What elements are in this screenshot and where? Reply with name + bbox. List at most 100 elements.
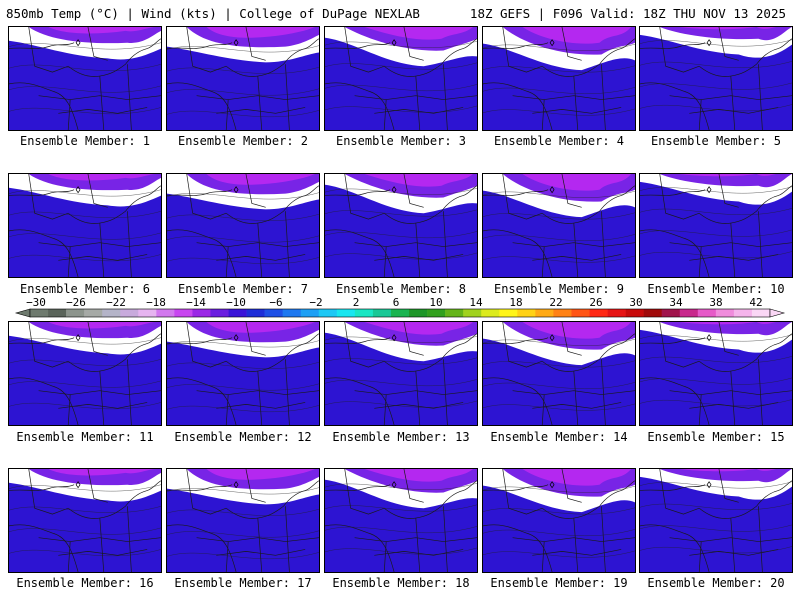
- wind-streamline: [167, 66, 319, 74]
- wind-streamline: [325, 187, 477, 195]
- state-border-line: [689, 549, 779, 556]
- colorbar-right-arrow: [769, 308, 786, 318]
- temp-contour-magenta: [522, 174, 632, 191]
- wind-streamline: [9, 337, 161, 345]
- state-border-line: [441, 480, 477, 507]
- wind-streamline: [483, 212, 635, 220]
- colorbar-swatch: [372, 309, 392, 317]
- state-border-line: [125, 480, 161, 507]
- state-border-line: [9, 229, 79, 277]
- state-border-line: [67, 99, 71, 130]
- state-border-line: [640, 42, 706, 49]
- state-border-line: [383, 394, 387, 425]
- wind-streamline: [325, 504, 477, 512]
- temp-contour-violet: [659, 322, 792, 336]
- state-border-line: [186, 322, 227, 368]
- ensemble-member-caption: Ensemble Member: 16: [16, 576, 154, 590]
- state-border-line: [127, 359, 132, 425]
- state-border-line: [374, 107, 464, 114]
- state-border-line: [344, 27, 385, 73]
- colorbar-swatch: [102, 309, 121, 317]
- state-border-line: [283, 38, 319, 65]
- colorbar-swatch: [228, 309, 247, 317]
- state-border-line: [502, 469, 543, 515]
- wind-streamline: [325, 62, 477, 70]
- state-border-line: [699, 506, 757, 519]
- ensemble-map-panel: [8, 321, 162, 426]
- wind-streamline: [640, 546, 792, 554]
- temp-contour-deep-blue: [640, 34, 792, 130]
- state-border-line: [542, 359, 600, 372]
- diamond-marker-icon: [233, 186, 239, 194]
- state-border-line: [599, 480, 635, 507]
- colorbar-swatch: [156, 309, 175, 317]
- temp-contour-magenta: [48, 322, 158, 329]
- state-border-line: [758, 506, 763, 572]
- state-border-line: [167, 42, 233, 49]
- wind-streamline: [325, 231, 477, 239]
- wind-streamline: [9, 42, 161, 50]
- colorbar-swatch: [571, 309, 590, 317]
- state-border-line: [483, 337, 549, 344]
- ensemble-map-panel: [324, 468, 478, 573]
- state-border-line: [689, 107, 779, 114]
- state-border-line: [68, 359, 126, 372]
- colorbar-swatch: [354, 309, 374, 317]
- wind-streamline: [9, 254, 161, 262]
- wind-streamline: [325, 379, 477, 387]
- ensemble-map-panel: [639, 321, 793, 426]
- ensemble-member-caption: Ensemble Member: 1: [19, 134, 151, 148]
- wind-streamline: [640, 399, 792, 407]
- ensemble-member-caption: Ensemble Member: 4: [493, 134, 625, 148]
- state-border-line: [758, 211, 763, 277]
- temp-contour-magenta: [522, 27, 632, 44]
- state-border-line: [601, 64, 606, 130]
- state-border-line: [28, 27, 69, 73]
- colorbar-swatch: [264, 309, 283, 317]
- state-border-line: [532, 107, 622, 114]
- ensemble-member-caption: Ensemble Member: 15: [647, 430, 785, 444]
- state-border-line: [689, 402, 779, 409]
- state-border-line: [245, 322, 266, 356]
- state-border-line: [758, 359, 763, 425]
- ensemble-map: [325, 322, 477, 425]
- state-border-line: [532, 402, 622, 409]
- colorbar-swatch: [138, 309, 157, 317]
- ensemble-map-panel: [639, 173, 793, 278]
- state-border-line: [601, 359, 606, 425]
- ensemble-member-caption: Ensemble Member: 8: [335, 282, 467, 296]
- ensemble-map-panel: [166, 321, 320, 426]
- state-border-line: [415, 76, 421, 130]
- ensemble-map-panel: [166, 26, 320, 131]
- wind-streamline: [9, 211, 161, 218]
- state-border-line: [512, 537, 635, 542]
- state-border-line: [541, 246, 545, 277]
- temp-contour-deep-blue: [640, 329, 792, 425]
- state-border-line: [756, 38, 792, 65]
- ensemble-map: [167, 322, 319, 425]
- state-border-line: [640, 377, 710, 425]
- wind-streamline: [640, 334, 792, 342]
- wind-streamline: [167, 487, 319, 495]
- colorbar-tick-label: −14: [186, 296, 206, 309]
- wind-streamline: [167, 110, 319, 118]
- wind-streamline: [325, 209, 477, 217]
- ensemble-map: [640, 322, 792, 425]
- ensemble-map-panel: [482, 468, 636, 573]
- state-border-line: [99, 371, 105, 425]
- state-border-line: [718, 174, 739, 208]
- diamond-marker-icon: [549, 334, 555, 342]
- wind-streamline: [640, 104, 792, 112]
- wind-streamline: [9, 107, 161, 115]
- colorbar-swatch: [697, 309, 717, 317]
- state-border-line: [640, 337, 706, 344]
- wind-streamline: [325, 335, 477, 343]
- colorbar-swatch: [643, 309, 663, 317]
- colorbar-swatch: [589, 309, 608, 317]
- diamond-marker-icon: [75, 186, 81, 194]
- state-border-line: [512, 242, 635, 247]
- wind-streamline: [640, 524, 792, 532]
- colorbar-tick-label: −2: [309, 296, 322, 309]
- state-border-line: [441, 185, 477, 212]
- ensemble-map: [167, 469, 319, 572]
